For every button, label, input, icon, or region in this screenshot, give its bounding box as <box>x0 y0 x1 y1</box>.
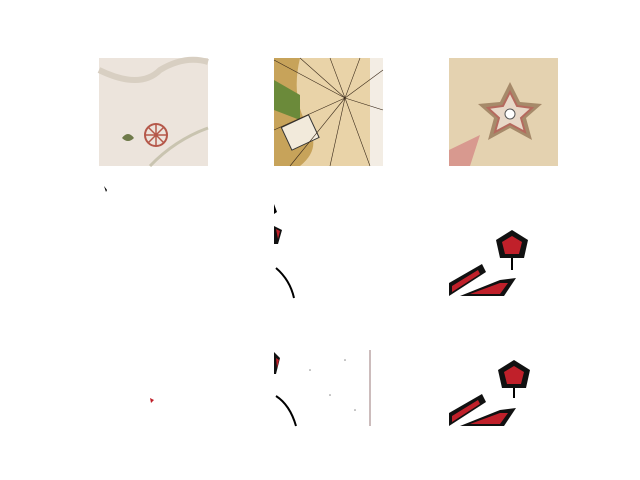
fragment <box>275 395 297 427</box>
fragment <box>460 278 516 296</box>
image-panel <box>449 360 530 426</box>
speckles <box>309 359 356 411</box>
image-panel <box>97 56 209 168</box>
image-panel <box>449 58 558 166</box>
image-panel <box>274 350 371 427</box>
map-texture <box>97 56 209 83</box>
margin <box>370 58 383 166</box>
fragment <box>470 283 508 294</box>
fragment <box>274 204 277 214</box>
image-panel <box>274 204 295 299</box>
fort-center <box>504 108 516 120</box>
fragment <box>470 413 508 424</box>
fragment <box>276 358 279 368</box>
map-line <box>148 126 209 168</box>
fleur-de-lis <box>122 134 134 141</box>
town-block <box>449 135 480 166</box>
land-green <box>274 80 300 120</box>
image-panel <box>449 230 528 296</box>
fragment <box>452 270 480 292</box>
fort-fill <box>502 236 522 254</box>
fragment <box>276 229 280 239</box>
compass-spokes <box>145 124 167 146</box>
fragment <box>452 400 480 422</box>
fragment <box>460 408 516 426</box>
fragment <box>104 186 107 192</box>
fragment <box>150 398 154 403</box>
image-panel <box>273 57 384 167</box>
fragment <box>275 267 295 299</box>
fort-fill <box>504 366 524 384</box>
rhumb-lines <box>273 57 384 167</box>
